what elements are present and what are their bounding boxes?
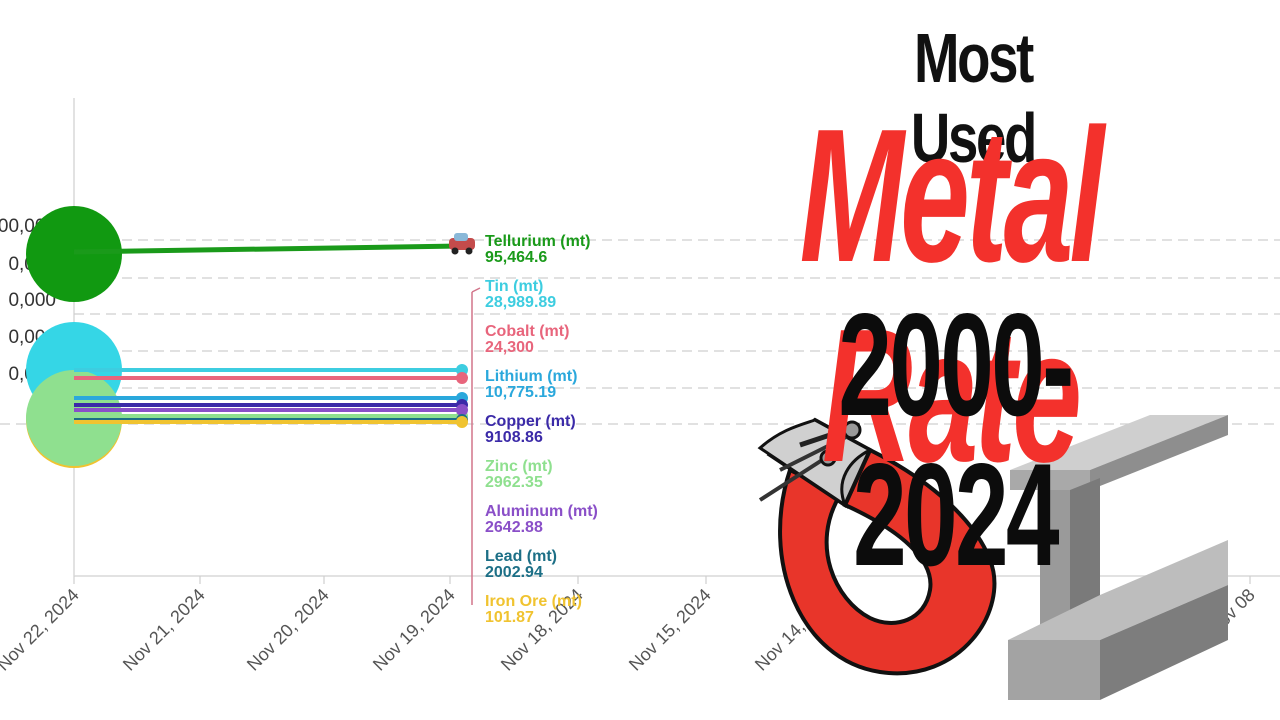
title-line-3: 2000-2024	[838, 283, 1074, 596]
series-name-label: Zinc (mt)	[485, 458, 553, 475]
series-line	[73, 243, 461, 255]
series-lines	[26, 206, 481, 605]
x-tick-label: Nov 19, 2024	[369, 585, 459, 675]
x-tick-label: Nov 20, 2024	[243, 585, 333, 675]
series-value-label: 9108.86	[485, 429, 543, 446]
series-name-label: Tellurium (mt)	[485, 233, 590, 250]
x-tick-label: Nov 22, 2024	[0, 585, 83, 675]
series-name-label: Tin (mt)	[485, 278, 543, 295]
series-value-label: 28,989.89	[485, 294, 556, 311]
series-name-label: Cobalt (mt)	[485, 323, 569, 340]
car-icon	[449, 233, 475, 255]
steel-beam-icon	[1008, 415, 1228, 700]
series-end-point	[456, 404, 468, 416]
series-value-label: 2002.94	[485, 564, 543, 581]
series-name-label: Lead (mt)	[485, 548, 557, 565]
y-tick-label: 0,000	[8, 290, 56, 311]
series-value-label: 95,464.6	[485, 249, 547, 266]
series-labels: Tellurium (mt)95,464.6 Tin (mt)28,989.89 C…	[485, 233, 598, 626]
series-value-label: 10,775.19	[485, 384, 556, 401]
start-circle-tellurium	[26, 206, 122, 302]
series-value-label: 2962.35	[485, 474, 543, 491]
series-name-label: Copper (mt)	[485, 413, 576, 430]
series-value-label: 101.87	[485, 609, 534, 626]
title-line-2: Metal Rate	[799, 90, 1105, 502]
series-name-label: Aluminum (mt)	[485, 503, 598, 520]
series-value-label: 2642.88	[485, 519, 543, 536]
x-tick-label: Nov 21, 2024	[119, 585, 209, 675]
label-connector	[471, 287, 481, 293]
series-end-point	[456, 372, 468, 384]
series-name-label: Lithium (mt)	[485, 368, 577, 385]
magnet-icon	[757, 417, 997, 676]
series-end-point	[456, 416, 468, 428]
series-value-label: 24,300	[485, 339, 534, 356]
x-tick-label: Nov 15, 2024	[625, 585, 715, 675]
title-line-1: Most Used	[910, 19, 1037, 177]
series-name-label: Iron Ore (mt)	[485, 593, 582, 610]
